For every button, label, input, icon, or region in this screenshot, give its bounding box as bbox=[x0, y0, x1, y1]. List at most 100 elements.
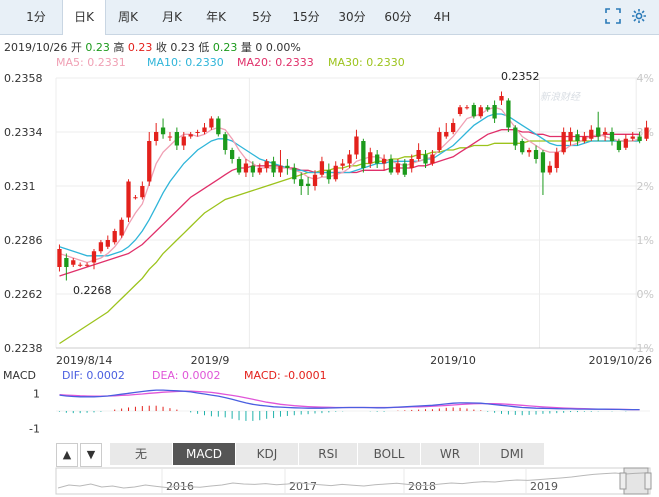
candle-body bbox=[540, 152, 546, 173]
candle-body bbox=[154, 132, 159, 141]
candle-body bbox=[526, 150, 532, 153]
quote-info-line: 2019/10/26 开 0.23 高 0.23 收 0.23 低 0.23 量… bbox=[4, 39, 301, 55]
tab-5min[interactable]: 5分 bbox=[252, 10, 272, 24]
candle-body bbox=[57, 249, 62, 267]
tab-60min[interactable]: 60分 bbox=[384, 10, 412, 24]
indicator-dmi[interactable]: DMI bbox=[480, 443, 545, 465]
candle-body bbox=[506, 100, 511, 128]
candle-body bbox=[271, 161, 276, 173]
x-tick-label: 2019/9 bbox=[191, 354, 230, 367]
candle-body bbox=[361, 141, 366, 168]
scroll-up-button[interactable]: ▲ bbox=[56, 443, 78, 467]
candle-body bbox=[202, 127, 207, 132]
candle-body bbox=[305, 183, 311, 186]
navigator-handle-right[interactable] bbox=[644, 472, 652, 490]
candle-body bbox=[278, 165, 283, 173]
ma5-legend: MA5: 0.2331 bbox=[56, 56, 126, 69]
low-value: 0.23 bbox=[212, 41, 238, 54]
tab-1min[interactable]: 1分 bbox=[26, 10, 46, 24]
candle-body bbox=[464, 107, 470, 109]
tab-30min[interactable]: 30分 bbox=[338, 10, 366, 24]
x-tick-label: 2019/8/14 bbox=[56, 354, 112, 367]
time-navigator[interactable]: 2016 2017 2018 2019 bbox=[0, 467, 659, 497]
close-label: 收 bbox=[155, 41, 167, 54]
candle-body bbox=[216, 118, 221, 135]
candle-body bbox=[195, 132, 200, 133]
candle-body bbox=[319, 161, 325, 175]
candle-body bbox=[174, 132, 180, 146]
indicator-boll[interactable]: BOLL bbox=[358, 443, 421, 465]
candle-body bbox=[354, 136, 359, 155]
tab-weekly-k[interactable]: 周K bbox=[118, 10, 138, 24]
candle-body bbox=[554, 152, 559, 168]
ma5-line bbox=[59, 106, 640, 264]
tab-yearly-k[interactable]: 年K bbox=[206, 10, 226, 24]
x-tick-label: 2019/10/26 bbox=[589, 354, 652, 367]
indicator-bar: ▲ ▼ 无 MACD KDJ RSI BOLL WR DMI bbox=[0, 441, 659, 467]
candle-body bbox=[471, 105, 477, 117]
ma10-line bbox=[59, 113, 640, 257]
candle-body bbox=[609, 132, 615, 141]
high-value: 0.23 bbox=[127, 41, 153, 54]
candle-body bbox=[416, 150, 421, 159]
candle-body bbox=[312, 174, 318, 186]
candle-body bbox=[368, 152, 373, 164]
indicator-wr[interactable]: WR bbox=[421, 443, 480, 465]
candle-body bbox=[630, 136, 635, 139]
candle-body bbox=[589, 129, 594, 139]
candle-body bbox=[423, 154, 428, 164]
candle-body bbox=[451, 123, 456, 132]
candle-body bbox=[602, 132, 608, 135]
indicator-macd[interactable]: MACD bbox=[173, 443, 236, 465]
candle-body bbox=[78, 264, 83, 266]
y-tick-label: 0.2238 bbox=[4, 342, 43, 355]
watermark-logo: 新浪财经 bbox=[540, 91, 581, 103]
navigator-year-label: 2019 bbox=[530, 480, 558, 493]
candle-body bbox=[126, 181, 131, 218]
y-tick-label: 0.2358 bbox=[4, 72, 43, 85]
settings-icon[interactable] bbox=[630, 8, 648, 26]
high-annotation: 0.2352 bbox=[501, 70, 540, 83]
candle-body bbox=[209, 118, 214, 128]
fullscreen-icon[interactable] bbox=[604, 8, 622, 26]
candlestick-chart[interactable]: 新浪财经 0.2358 0.2334 0.231 0.2286 0.2262 0.2238… bbox=[0, 68, 659, 368]
candle-body bbox=[430, 154, 435, 164]
indicator-kdj[interactable]: KDJ bbox=[236, 443, 299, 465]
indicator-none[interactable]: 无 bbox=[110, 443, 173, 465]
macd-title: MACD bbox=[3, 369, 36, 382]
ma30-legend: MA30: 0.2330 bbox=[328, 56, 405, 69]
tab-15min[interactable]: 15分 bbox=[292, 10, 320, 24]
candle-body bbox=[292, 168, 297, 180]
pct-tick-label: -1% bbox=[633, 342, 654, 355]
candle-body bbox=[140, 186, 145, 198]
candle-body bbox=[112, 231, 117, 243]
tab-monthly-k[interactable]: 月K bbox=[162, 10, 182, 24]
candle-body bbox=[250, 165, 255, 173]
y-tick-label: 0.2334 bbox=[4, 126, 43, 139]
close-value: 0.23 bbox=[170, 41, 195, 54]
macd-tick-label: -1 bbox=[29, 423, 40, 436]
candle-body bbox=[160, 127, 166, 135]
high-label: 高 bbox=[113, 41, 125, 54]
open-label: 开 bbox=[70, 41, 82, 54]
scroll-down-button[interactable]: ▼ bbox=[80, 443, 102, 467]
navigator-series-line bbox=[57, 472, 649, 489]
candle-body bbox=[147, 141, 152, 182]
y-tick-label: 0.231 bbox=[4, 180, 36, 193]
candle-body bbox=[243, 163, 249, 173]
candle-body bbox=[84, 264, 90, 266]
y-tick-label: 0.2286 bbox=[4, 234, 43, 247]
candle-body bbox=[499, 96, 504, 101]
tab-4h[interactable]: 4H bbox=[433, 10, 451, 24]
candle-body bbox=[444, 132, 449, 137]
volume-value: 0 0.00% bbox=[255, 41, 301, 54]
navigator-selection[interactable] bbox=[623, 467, 649, 495]
ma10-legend: MA10: 0.2330 bbox=[147, 56, 224, 69]
candle-body bbox=[299, 179, 304, 186]
tab-daily-k[interactable]: 日K bbox=[62, 0, 106, 35]
indicator-rsi[interactable]: RSI bbox=[299, 443, 358, 465]
candle-body bbox=[437, 132, 442, 150]
low-annotation: 0.2268 bbox=[73, 284, 112, 297]
candle-body bbox=[520, 141, 525, 153]
navigator-handle-left[interactable] bbox=[619, 472, 627, 490]
